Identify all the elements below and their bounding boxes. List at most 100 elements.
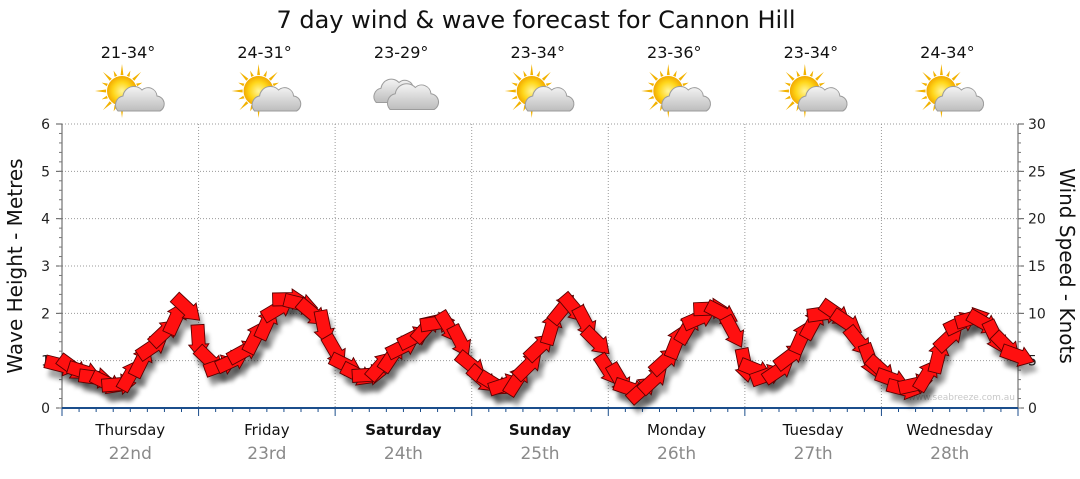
temperature-label: 23-36°	[647, 43, 702, 62]
sun-ray	[263, 70, 267, 77]
sun-ray	[132, 71, 142, 81]
cloud-shape	[115, 85, 165, 112]
x-day-label: Wednesday	[906, 421, 993, 439]
sun-ray	[102, 101, 112, 111]
sun-cloud-icon	[777, 64, 848, 118]
sun-cloud-icon	[231, 64, 302, 118]
wind-arrow	[999, 343, 1035, 367]
cloud-shape	[251, 85, 302, 112]
sun-ray	[922, 101, 932, 111]
y-tick-label-right: 30	[1028, 117, 1046, 133]
sun-ray	[784, 95, 791, 100]
cloud-shape	[934, 85, 985, 112]
temperature-label: 23-34°	[510, 43, 565, 62]
x-day-label: Thursday	[94, 421, 165, 439]
sun-ray	[666, 64, 670, 76]
cloud-shape	[661, 85, 711, 112]
sun-ray	[239, 71, 249, 81]
x-day-label: Sunday	[509, 421, 572, 439]
sun-ray	[512, 71, 522, 81]
sun-ray	[659, 70, 664, 77]
y-tick-label-left: 6	[41, 117, 50, 133]
wind-arrow	[579, 324, 610, 355]
cloud-shape	[387, 83, 440, 110]
sun-ray	[921, 95, 928, 100]
sun-ray	[512, 101, 522, 111]
sun-cloud-icon	[95, 64, 165, 118]
y-tick-label-right: 15	[1028, 259, 1046, 275]
chart-title: 7 day wind & wave forecast for Cannon Hi…	[276, 6, 795, 34]
x-day-label: Tuesday	[782, 421, 844, 439]
x-day-label: Saturday	[365, 421, 442, 439]
wind-arrow	[169, 291, 201, 321]
sun-ray	[136, 82, 143, 87]
sun-ray	[238, 82, 245, 87]
x-date-label: 26th	[657, 444, 696, 464]
cloud-shape	[797, 85, 848, 112]
sun-ray	[649, 71, 659, 81]
y-tick-label-right: 10	[1028, 306, 1046, 322]
sun-ray	[239, 101, 249, 111]
sun-ray	[272, 82, 279, 87]
sun-ray	[504, 89, 516, 93]
sun-ray	[921, 82, 928, 87]
sun-ray	[102, 71, 112, 81]
x-date-label: 28th	[930, 444, 969, 464]
sun-ray	[268, 71, 278, 81]
sun-ray	[649, 101, 659, 111]
sun-ray	[784, 82, 791, 87]
wind-arrow	[719, 313, 745, 348]
sun-ray	[641, 89, 653, 93]
sun-ray	[796, 70, 801, 77]
sun-cloud-icon	[914, 64, 985, 118]
sun-ray	[257, 64, 261, 76]
sun-ray	[815, 71, 824, 81]
sun-ray	[682, 82, 689, 87]
sun-ray	[95, 89, 107, 93]
y-tick-label-left: 3	[41, 259, 50, 275]
sun-ray	[777, 89, 789, 93]
temperature-label: 23-34°	[784, 43, 839, 62]
sun-ray	[126, 70, 131, 77]
sun-ray	[673, 70, 677, 77]
sun-ray	[511, 95, 518, 100]
sun-ray	[120, 64, 124, 76]
x-date-label: 25th	[520, 444, 559, 464]
sun-ray	[536, 70, 541, 77]
y-axis-right-label: Wind Speed - Knots	[1055, 168, 1079, 364]
y-tick-label-left: 0	[41, 401, 50, 417]
x-date-label: 22nd	[109, 444, 152, 464]
y-tick-label-right: 25	[1028, 164, 1046, 180]
sun-ray	[678, 71, 688, 81]
x-day-label: Monday	[647, 421, 706, 439]
sun-ray	[951, 71, 961, 81]
sun-ray	[523, 70, 527, 77]
temperature-label: 24-34°	[920, 43, 975, 62]
sun-ray	[101, 95, 108, 100]
sun-ray	[933, 70, 937, 77]
sun-ray	[511, 82, 518, 87]
sun-ray	[819, 82, 826, 87]
temperature-label: 24-31°	[237, 43, 292, 62]
y-tick-label-right: 20	[1028, 212, 1046, 228]
sun-ray	[250, 70, 254, 77]
sun-ray	[785, 71, 795, 81]
y-tick-label-right: 0	[1028, 401, 1037, 417]
sun-ray	[541, 71, 551, 81]
x-day-label: Friday	[244, 421, 290, 439]
sun-ray	[545, 82, 553, 87]
x-date-label: 24th	[384, 444, 423, 464]
temperature-label: 21-34°	[101, 43, 156, 62]
sun-ray	[101, 82, 108, 87]
sun-cloud-icon	[504, 64, 575, 118]
y-tick-label-left: 4	[41, 212, 50, 228]
y-tick-label-left: 5	[41, 164, 50, 180]
sun-ray	[785, 101, 795, 111]
sun-ray	[803, 64, 807, 76]
sun-ray	[238, 95, 245, 100]
x-date-label: 27th	[794, 444, 833, 464]
cloud-icon	[373, 78, 440, 110]
sun-cloud-icon	[641, 64, 711, 118]
